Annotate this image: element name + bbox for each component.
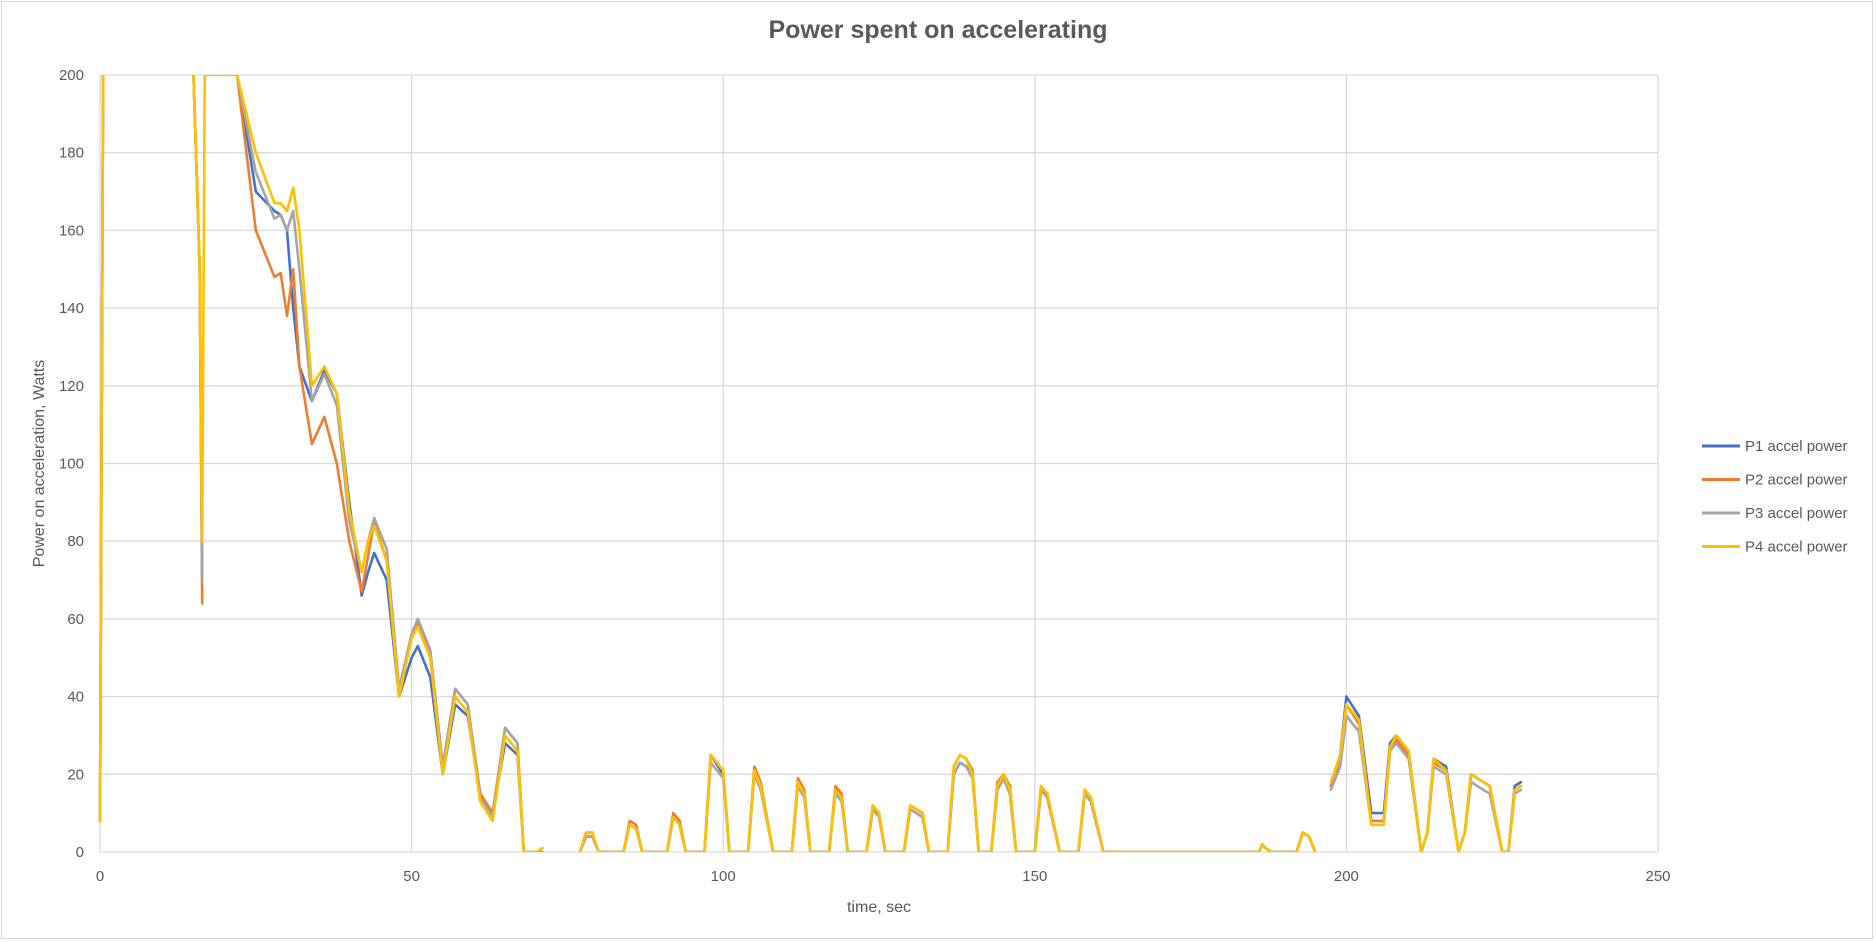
y-tick-label-0: 0 xyxy=(76,844,84,861)
x-axis-title: time, sec xyxy=(847,899,911,916)
series-lines xyxy=(98,75,1523,852)
legend-label-p3: P3 accel power xyxy=(1745,505,1848,522)
tick-labels: 0 20 40 60 80 100 120 140 160 180 200 0 50 100 150 200 2… xyxy=(59,67,1671,885)
legend: P1 accel power P2 accel power P3 accel pow… xyxy=(1702,438,1848,556)
legend-label-p4: P4 accel power xyxy=(1745,539,1848,556)
x-tick-label-200: 200 xyxy=(1334,868,1359,885)
chart-title: Power spent on accelerating xyxy=(768,16,1108,44)
y-tick-label-100: 100 xyxy=(59,456,84,473)
y-tick-label-160: 160 xyxy=(59,222,84,239)
x-tick-label-0: 0 xyxy=(96,868,104,885)
y-tick-label-60: 60 xyxy=(67,611,84,628)
y-tick-label-200: 200 xyxy=(59,67,84,84)
y-axis-title: Power on acceleration, Watts xyxy=(31,360,48,568)
x-tick-label-50: 50 xyxy=(403,868,420,885)
legend-label-p2: P2 accel power xyxy=(1745,472,1848,489)
legend-label-p1: P1 accel power xyxy=(1745,438,1848,455)
series-line-p4 xyxy=(98,75,1523,852)
y-tick-label-180: 180 xyxy=(59,145,84,162)
x-tick-label-250: 250 xyxy=(1645,868,1670,885)
x-tick-label-150: 150 xyxy=(1022,868,1047,885)
y-tick-label-120: 120 xyxy=(59,378,84,395)
y-tick-label-140: 140 xyxy=(59,300,84,317)
grid-lines xyxy=(99,74,1659,853)
y-tick-label-20: 20 xyxy=(67,766,84,783)
x-tick-label-100: 100 xyxy=(711,868,736,885)
y-tick-label-80: 80 xyxy=(67,533,84,550)
y-tick-label-40: 40 xyxy=(67,689,84,706)
